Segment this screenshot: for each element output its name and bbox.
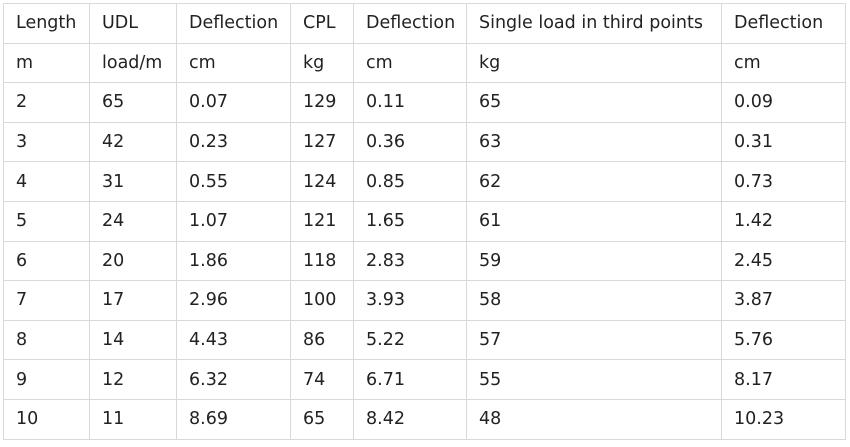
table-body: 2 65 0.07 129 0.11 65 0.09 3 42 0.23 127 0.36 63 0.31… (3, 82, 846, 440)
table-cell: 8.42 (353, 398, 467, 440)
table-cell: 65 (89, 82, 177, 123)
table-cell: 57 (466, 319, 722, 361)
header-cell: Deflection (176, 3, 291, 44)
table-cell: 2 (3, 82, 90, 123)
table-cell: 10.23 (721, 398, 846, 440)
table-row: 4 31 0.55 124 0.85 62 0.73 (3, 161, 846, 202)
table-cell: 4.43 (176, 319, 291, 361)
table-cell: 118 (290, 240, 354, 282)
table-cell: 59 (466, 240, 722, 282)
table-cell: 6.32 (176, 359, 291, 400)
table-row: 3 42 0.23 127 0.36 63 0.31 (3, 121, 846, 163)
table-cell: 1.42 (721, 200, 846, 242)
unit-cell: m (3, 42, 90, 84)
table-cell: 0.36 (353, 121, 467, 163)
table-cell: 0.23 (176, 121, 291, 163)
header-row: Length UDL Deflection CPL Deflection Sin… (3, 3, 846, 44)
table-cell: 0.73 (721, 161, 846, 202)
table-cell: 12 (89, 359, 177, 400)
table-cell: 48 (466, 398, 722, 440)
table-cell: 2.83 (353, 240, 467, 282)
table-cell: 5.22 (353, 319, 467, 361)
unit-cell: cm (176, 42, 291, 84)
table-cell: 10 (3, 398, 90, 440)
unit-cell: cm (353, 42, 467, 84)
table-cell: 3.93 (353, 280, 467, 321)
table-cell: 3 (3, 121, 90, 163)
table-cell: 1.65 (353, 200, 467, 242)
table-cell: 0.31 (721, 121, 846, 163)
header-cell: CPL (290, 3, 354, 44)
table-cell: 55 (466, 359, 722, 400)
table-row: 9 12 6.32 74 6.71 55 8.17 (3, 359, 846, 400)
header-cell: Single load in third points (466, 3, 722, 44)
table-cell: 1.86 (176, 240, 291, 282)
header-cell: UDL (89, 3, 177, 44)
table-cell: 63 (466, 121, 722, 163)
table-row: 10 11 8.69 65 8.42 48 10.23 (3, 398, 846, 440)
table-cell: 4 (3, 161, 90, 202)
table-cell: 20 (89, 240, 177, 282)
table-cell: 5 (3, 200, 90, 242)
table-cell: 65 (290, 398, 354, 440)
header-cell: Deflection (721, 3, 846, 44)
table-row: 5 24 1.07 121 1.65 61 1.42 (3, 200, 846, 242)
unit-cell: cm (721, 42, 846, 84)
unit-cell: kg (466, 42, 722, 84)
table-cell: 42 (89, 121, 177, 163)
table-cell: 100 (290, 280, 354, 321)
table-cell: 121 (290, 200, 354, 242)
table-cell: 14 (89, 319, 177, 361)
table-cell: 24 (89, 200, 177, 242)
units-row: m load/m cm kg cm kg cm (3, 42, 846, 84)
table-cell: 0.09 (721, 82, 846, 123)
table-cell: 8 (3, 319, 90, 361)
unit-cell: load/m (89, 42, 177, 84)
table-row: 2 65 0.07 129 0.11 65 0.09 (3, 82, 846, 123)
table-cell: 31 (89, 161, 177, 202)
table-cell: 6 (3, 240, 90, 282)
table-cell: 129 (290, 82, 354, 123)
table-cell: 62 (466, 161, 722, 202)
table-cell: 6.71 (353, 359, 467, 400)
table-cell: 127 (290, 121, 354, 163)
table-cell: 2.96 (176, 280, 291, 321)
table-cell: 17 (89, 280, 177, 321)
table-cell: 8.69 (176, 398, 291, 440)
table-cell: 0.11 (353, 82, 467, 123)
unit-cell: kg (290, 42, 354, 84)
header-cell: Length (3, 3, 90, 44)
table-cell: 74 (290, 359, 354, 400)
table-cell: 86 (290, 319, 354, 361)
table-cell: 1.07 (176, 200, 291, 242)
table-cell: 61 (466, 200, 722, 242)
load-deflection-table: Length UDL Deflection CPL Deflection Sin… (3, 3, 846, 440)
table-cell: 65 (466, 82, 722, 123)
table-cell: 8.17 (721, 359, 846, 400)
table-cell: 0.55 (176, 161, 291, 202)
table-cell: 58 (466, 280, 722, 321)
table-cell: 3.87 (721, 280, 846, 321)
table-row: 7 17 2.96 100 3.93 58 3.87 (3, 280, 846, 321)
table-row: 6 20 1.86 118 2.83 59 2.45 (3, 240, 846, 282)
table-cell: 11 (89, 398, 177, 440)
table-cell: 5.76 (721, 319, 846, 361)
table-cell: 9 (3, 359, 90, 400)
table-cell: 2.45 (721, 240, 846, 282)
table-cell: 7 (3, 280, 90, 321)
table-row: 8 14 4.43 86 5.22 57 5.76 (3, 319, 846, 361)
table-cell: 0.85 (353, 161, 467, 202)
table-cell: 124 (290, 161, 354, 202)
table-cell: 0.07 (176, 82, 291, 123)
header-cell: Deflection (353, 3, 467, 44)
